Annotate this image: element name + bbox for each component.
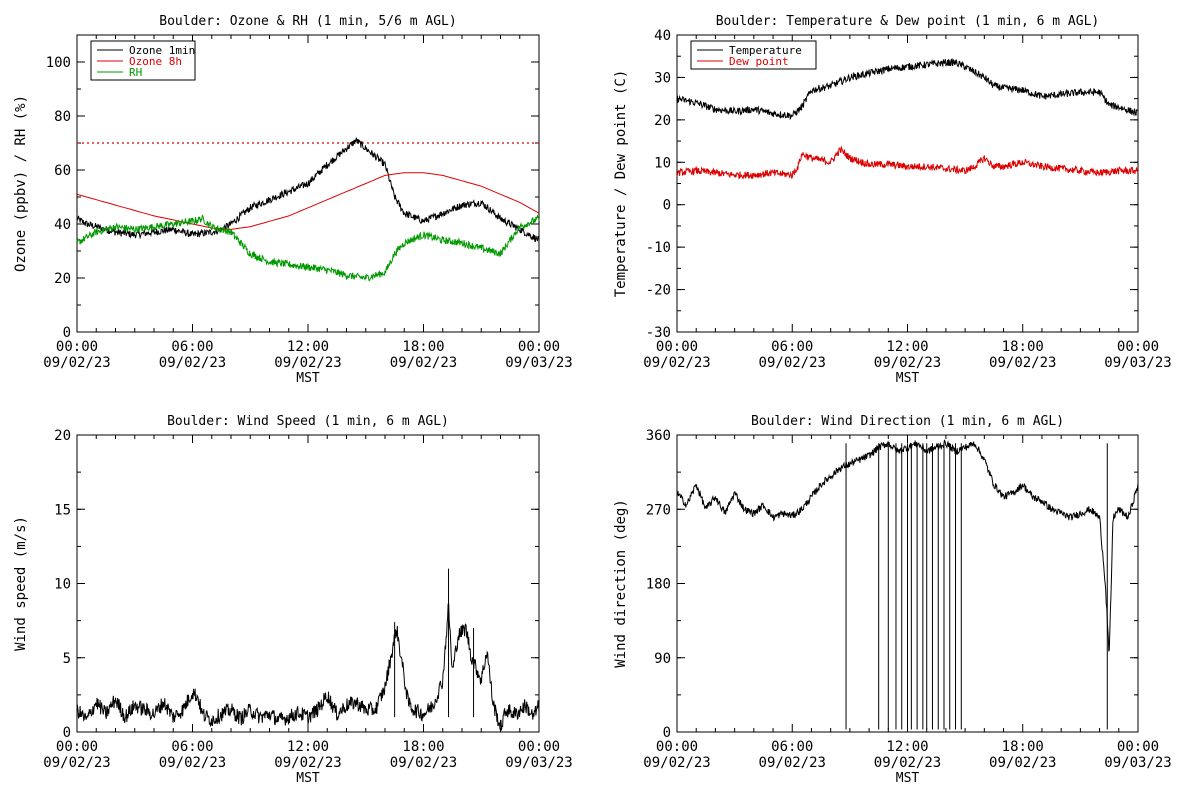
- x-axis-label: MST: [896, 371, 920, 386]
- y-tick-label: 360: [646, 428, 671, 444]
- y-tick-label: 10: [654, 155, 671, 171]
- x-tick-date: 09/02/23: [759, 755, 826, 771]
- y-tick-label: 80: [54, 109, 71, 125]
- plot-frame: [676, 34, 1139, 333]
- x-tick-time: 18:00: [1002, 339, 1044, 355]
- y-tick-label: -10: [646, 240, 671, 256]
- x-tick-time: 18:00: [402, 739, 444, 755]
- chart-title: Boulder: Ozone & RH (1 min, 5/6 m AGL): [159, 14, 456, 29]
- chart-title: Boulder: Wind Direction (1 min, 6 m AGL): [751, 414, 1064, 429]
- y-tick-label: 40: [654, 28, 671, 44]
- y-tick-label: 60: [54, 163, 71, 179]
- y-tick-label: 0: [63, 325, 71, 341]
- x-tick-time: 00:00: [656, 339, 698, 355]
- x-tick-time: 00:00: [1117, 339, 1159, 355]
- x-axis-label: MST: [896, 771, 920, 786]
- x-tick-date: 09/03/23: [505, 755, 572, 771]
- y-tick-label: 10: [54, 577, 71, 593]
- legend-label: Dew point: [729, 55, 789, 68]
- chart-title: Boulder: Temperature & Dew point (1 min,…: [716, 14, 1100, 29]
- x-tick-time: 12:00: [886, 339, 928, 355]
- chart-panel-2: Boulder: Temperature & Dew point (1 min,…: [613, 14, 1172, 386]
- series-line-2: [76, 172, 540, 230]
- x-tick-time: 00:00: [56, 739, 98, 755]
- chart-panel-4: Boulder: Wind Direction (1 min, 6 m AGL)…: [613, 414, 1172, 786]
- x-tick-date: 09/02/23: [759, 355, 826, 371]
- chart-title: Boulder: Wind Speed (1 min, 6 m AGL): [167, 414, 449, 429]
- x-tick-date: 09/02/23: [643, 755, 710, 771]
- x-tick-date: 09/02/23: [274, 755, 341, 771]
- y-tick-label: 20: [654, 113, 671, 129]
- y-tick-label: 270: [646, 502, 671, 518]
- x-tick-date: 09/02/23: [989, 355, 1056, 371]
- y-tick-label: 180: [646, 577, 671, 593]
- y-axis-label: Wind direction (deg): [613, 499, 629, 668]
- x-tick-time: 06:00: [771, 339, 813, 355]
- x-tick-date: 09/02/23: [643, 355, 710, 371]
- plot-frame: [76, 434, 540, 733]
- x-axis-label: MST: [296, 771, 320, 786]
- x-axis-label: MST: [296, 371, 320, 386]
- legend-box: [690, 40, 817, 70]
- series-line-2: [676, 145, 1139, 180]
- y-tick-label: 100: [46, 55, 71, 71]
- x-tick-date: 09/03/23: [1104, 355, 1171, 371]
- y-tick-label: 15: [54, 502, 71, 518]
- x-tick-date: 09/03/23: [505, 355, 572, 371]
- x-tick-time: 18:00: [402, 339, 444, 355]
- x-tick-time: 18:00: [1002, 739, 1044, 755]
- y-tick-label: -30: [646, 325, 671, 341]
- y-tick-label: 0: [63, 725, 71, 741]
- series-line-1: [676, 58, 1139, 121]
- x-tick-date: 09/02/23: [159, 355, 226, 371]
- legend-label: Ozone 1min: [129, 44, 195, 57]
- x-tick-time: 00:00: [518, 739, 560, 755]
- y-tick-label: 90: [654, 651, 671, 667]
- y-tick-label: 20: [54, 271, 71, 287]
- chart-panel-1: Boulder: Ozone & RH (1 min, 5/6 m AGL) 0 2…: [13, 14, 573, 386]
- x-tick-date: 09/02/23: [989, 755, 1056, 771]
- series-line-3: [76, 214, 540, 282]
- x-tick-date: 09/02/23: [43, 755, 110, 771]
- y-tick-label: -20: [646, 283, 671, 299]
- x-tick-date: 09/02/23: [874, 755, 941, 771]
- y-axis-label: Wind speed (m/s): [13, 516, 29, 651]
- y-tick-label: 0: [663, 198, 671, 214]
- x-tick-time: 12:00: [287, 739, 329, 755]
- y-tick-label: 30: [654, 70, 671, 86]
- x-tick-time: 12:00: [886, 739, 928, 755]
- y-axis-label: Ozone (ppbv) / RH (%): [13, 95, 29, 272]
- x-tick-time: 12:00: [287, 339, 329, 355]
- series-line-1: [76, 603, 540, 731]
- x-tick-date: 09/02/23: [390, 355, 457, 371]
- x-tick-time: 00:00: [656, 739, 698, 755]
- x-tick-date: 09/02/23: [390, 755, 457, 771]
- x-tick-date: 09/02/23: [274, 355, 341, 371]
- chart-panel-3: Boulder: Wind Speed (1 min, 6 m AGL) 0 5 10…: [13, 414, 573, 786]
- x-tick-time: 00:00: [56, 339, 98, 355]
- legend-label: Ozone 8h: [129, 55, 182, 68]
- x-tick-date: 09/02/23: [159, 755, 226, 771]
- x-tick-time: 00:00: [1117, 739, 1159, 755]
- legend-label: Temperature: [729, 44, 802, 57]
- x-tick-time: 06:00: [171, 339, 213, 355]
- x-tick-time: 06:00: [771, 739, 813, 755]
- x-tick-date: 09/02/23: [43, 355, 110, 371]
- x-tick-time: 00:00: [518, 339, 560, 355]
- y-tick-label: 20: [54, 428, 71, 444]
- y-axis-label: Temperature / Dew point (C): [613, 70, 629, 298]
- x-tick-time: 06:00: [171, 739, 213, 755]
- x-tick-date: 09/03/23: [1104, 755, 1171, 771]
- y-tick-label: 5: [63, 651, 71, 667]
- x-tick-date: 09/02/23: [874, 355, 941, 371]
- legend-label: RH: [129, 66, 142, 79]
- y-tick-label: 40: [54, 217, 71, 233]
- y-tick-label: 0: [663, 725, 671, 741]
